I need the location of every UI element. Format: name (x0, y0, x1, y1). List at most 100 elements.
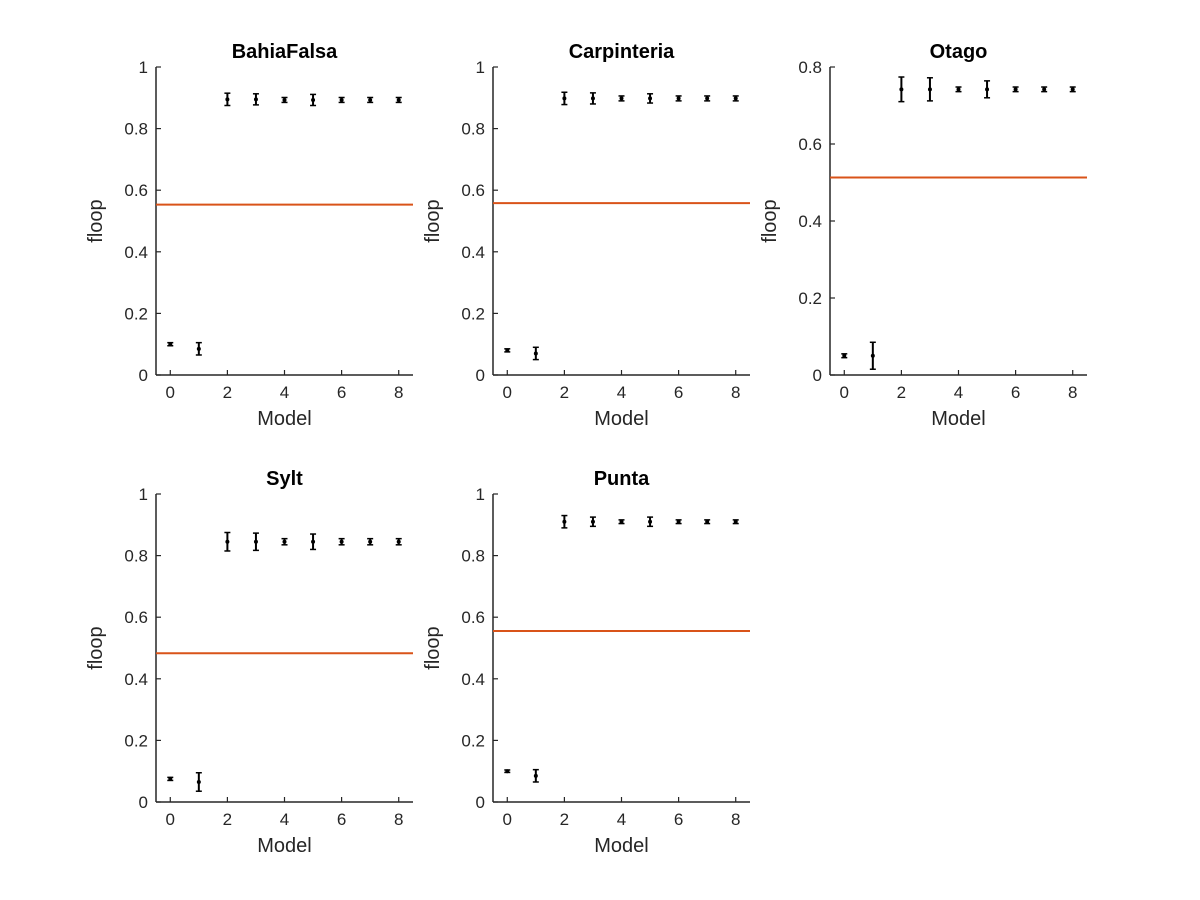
y-tick-label: 0 (139, 793, 148, 812)
data-point (505, 348, 510, 353)
y-tick-label: 1 (139, 58, 148, 77)
y-tick-label: 0.6 (124, 608, 148, 627)
subplot-sylt: 0 0.2 0.4 0.6 0.8 1 0 2 4 6 8 Sylt Model floop (85, 468, 413, 857)
y-tick-label: 0.8 (124, 120, 148, 139)
y-tick-label: 0 (476, 793, 485, 812)
data-point (899, 87, 904, 92)
x-tick-label: 8 (731, 383, 740, 402)
data-point (590, 519, 595, 524)
data-point (619, 96, 624, 101)
y-axis-label: floop (759, 199, 781, 242)
data-point (225, 97, 230, 102)
data-point (311, 97, 316, 102)
subplot-bahiafalsa: 0 0.2 0.4 0.6 0.8 1 0 2 4 6 8 BahiaFalsa Model floop (85, 41, 413, 430)
data-point (842, 353, 847, 358)
subplot-title: Punta (594, 468, 650, 490)
data-point (985, 87, 990, 92)
x-axis-label: Model (594, 835, 648, 857)
y-tick-label: 0.2 (124, 304, 148, 323)
x-tick-label: 4 (280, 810, 289, 829)
y-tick-label: 0 (139, 366, 148, 385)
data-point (562, 519, 567, 524)
y-axis-label: floop (85, 626, 107, 669)
data-point (1070, 87, 1075, 92)
y-tick-label: 0.4 (124, 670, 148, 689)
x-tick-label: 0 (840, 383, 849, 402)
data-point (368, 539, 373, 544)
data-point (533, 773, 538, 778)
y-tick-label: 0.8 (461, 547, 485, 566)
data-point (619, 519, 624, 524)
y-tick-label: 0.6 (124, 181, 148, 200)
y-tick-label: 0 (813, 366, 822, 385)
x-tick-label: 8 (394, 810, 403, 829)
y-tick-label: 0.4 (124, 243, 148, 262)
y-tick-label: 0.6 (798, 135, 822, 154)
subplot-title: Otago (930, 41, 988, 63)
x-tick-label: 2 (560, 810, 569, 829)
y-tick-label: 0.8 (461, 120, 485, 139)
y-tick-label: 0.8 (124, 547, 148, 566)
data-point (282, 97, 287, 102)
data-point (733, 519, 738, 524)
data-point (1013, 87, 1018, 92)
x-tick-label: 4 (280, 383, 289, 402)
x-tick-label: 8 (394, 383, 403, 402)
subplot-title: Carpinteria (569, 41, 675, 63)
data-point (505, 769, 510, 774)
x-tick-label: 8 (1068, 383, 1077, 402)
subplot-title: BahiaFalsa (232, 41, 338, 63)
x-tick-label: 6 (1011, 383, 1020, 402)
data-point (870, 353, 875, 358)
y-axis-label: floop (85, 199, 107, 242)
y-tick-label: 0.4 (461, 670, 485, 689)
x-tick-label: 6 (674, 810, 683, 829)
y-axis-label: floop (422, 199, 444, 242)
y-tick-label: 1 (476, 58, 485, 77)
y-tick-label: 0 (476, 366, 485, 385)
data-point (225, 539, 230, 544)
y-tick-label: 0.4 (798, 212, 822, 231)
data-point (590, 96, 595, 101)
x-tick-label: 6 (674, 383, 683, 402)
y-tick-label: 0.2 (461, 731, 485, 750)
y-tick-label: 0.2 (461, 304, 485, 323)
data-point (927, 87, 932, 92)
data-point (196, 346, 201, 351)
x-tick-label: 4 (617, 810, 626, 829)
x-tick-label: 4 (617, 383, 626, 402)
data-point (648, 519, 653, 524)
x-tick-label: 0 (503, 810, 512, 829)
data-point (396, 539, 401, 544)
data-point (339, 539, 344, 544)
x-axis-label: Model (257, 408, 311, 430)
data-point (956, 87, 961, 92)
x-tick-label: 2 (223, 810, 232, 829)
data-point (168, 776, 173, 781)
y-tick-label: 0.2 (798, 289, 822, 308)
subplot-punta: 0 0.2 0.4 0.6 0.8 1 0 2 4 6 8 Punta Model floop (422, 468, 750, 857)
data-point (311, 539, 316, 544)
x-tick-label: 0 (166, 810, 175, 829)
data-point (196, 779, 201, 784)
data-point (282, 539, 287, 544)
data-point (396, 97, 401, 102)
x-tick-label: 8 (731, 810, 740, 829)
data-point (339, 97, 344, 102)
data-point (648, 96, 653, 101)
x-tick-label: 0 (503, 383, 512, 402)
subplot-otago: 0 0.2 0.4 0.6 0.8 0 2 4 6 8 Otago Model floop (759, 41, 1087, 430)
x-axis-label: Model (931, 408, 985, 430)
x-tick-label: 6 (337, 383, 346, 402)
data-point (676, 519, 681, 524)
data-point (368, 97, 373, 102)
x-tick-label: 2 (560, 383, 569, 402)
data-point (733, 96, 738, 101)
data-point (705, 96, 710, 101)
y-tick-label: 1 (139, 485, 148, 504)
subplot-carpinteria: 0 0.2 0.4 0.6 0.8 1 0 2 4 6 8 Carpinteria Model floop (422, 41, 750, 430)
data-point (253, 539, 258, 544)
y-tick-label: 0.6 (461, 181, 485, 200)
x-tick-label: 6 (337, 810, 346, 829)
